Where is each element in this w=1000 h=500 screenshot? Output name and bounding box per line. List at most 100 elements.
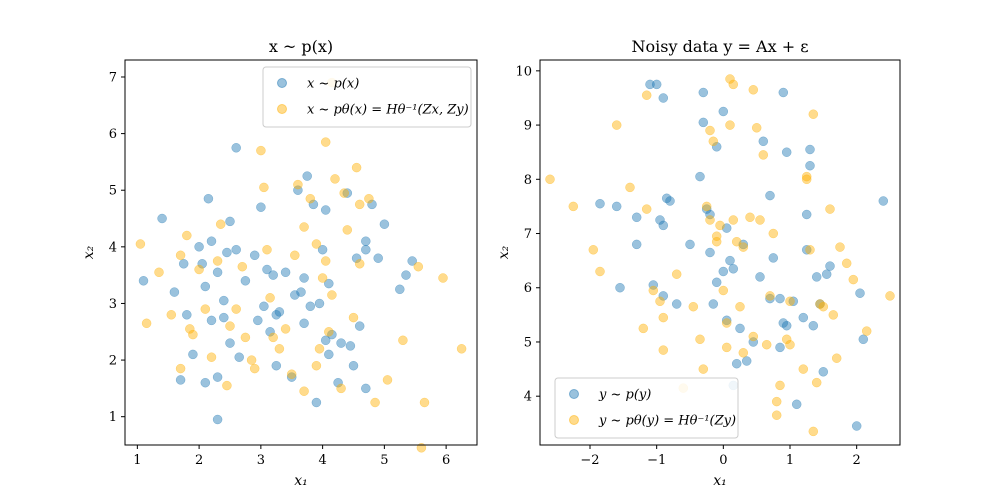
data-point [731, 236, 742, 247]
data-point [568, 201, 579, 212]
data-point [135, 239, 146, 249]
data-point [373, 253, 383, 263]
y-tick-label: 10 [515, 64, 532, 79]
data-point [361, 236, 371, 246]
data-point [342, 188, 353, 198]
data-point [169, 287, 180, 297]
data-point [157, 213, 167, 224]
panel-2: −2 −1 0 1 2 4 5 6 7 8 9 10 x₁ x₂ Noisy data y = Ax + ε… [496, 37, 901, 489]
data-point [212, 414, 223, 425]
data-point [801, 174, 812, 185]
y-tick-label: 8 [524, 173, 532, 188]
data-point [361, 244, 371, 255]
data-point [711, 236, 722, 247]
y-tick-label: 6 [524, 281, 532, 296]
series-blue [138, 143, 417, 425]
data-point [274, 344, 285, 354]
data-point [728, 264, 739, 274]
data-point [262, 264, 272, 275]
y-tick-label: 4 [109, 240, 117, 255]
data-point [738, 348, 749, 358]
data-point [188, 349, 198, 360]
data-point [775, 342, 785, 353]
data-point [761, 339, 772, 350]
x-tick-label: 0 [719, 453, 727, 468]
x-axis-label: x₁ [713, 473, 727, 489]
data-point [398, 335, 408, 346]
data-point [194, 242, 204, 252]
data-point [748, 85, 759, 95]
data-point [805, 144, 815, 155]
legend-marker [277, 78, 287, 88]
data-point [178, 259, 189, 269]
data-point [259, 182, 269, 193]
y-tick-label: 2 [109, 354, 117, 369]
data-point [805, 245, 815, 255]
data-point [798, 364, 809, 374]
data-point [768, 253, 779, 263]
data-point [728, 79, 739, 90]
legend: x ~ p(x) x ~ pθ(x) = Hθ⁻¹(Zx, Zy) [262, 66, 472, 128]
data-point [765, 293, 775, 304]
y-tick-label: 6 [109, 127, 117, 142]
data-point [798, 312, 809, 323]
y-tick-label: 5 [524, 335, 532, 350]
data-point [197, 259, 207, 269]
x-tick-label: 6 [442, 453, 450, 468]
data-point [419, 397, 430, 408]
data-point [825, 261, 835, 271]
data-point [348, 312, 359, 323]
data-point [314, 344, 325, 354]
data-point [671, 269, 682, 279]
data-point [755, 272, 765, 282]
data-point [336, 383, 346, 394]
legend-label: x ~ p(x) [307, 77, 359, 92]
y-tick-label: 1 [109, 410, 117, 425]
data-point [253, 315, 263, 326]
data-point [705, 247, 715, 258]
data-point [698, 117, 709, 128]
data-point [741, 356, 752, 366]
data-point [166, 310, 177, 320]
data-point [182, 230, 192, 241]
data-point [268, 270, 278, 280]
data-point [715, 220, 725, 231]
data-point [175, 375, 186, 385]
data-point [271, 360, 282, 371]
data-point [595, 198, 605, 209]
data-point [625, 182, 635, 193]
data-point [274, 307, 285, 317]
data-point [361, 383, 371, 394]
data-point [721, 318, 732, 328]
data-point [801, 245, 812, 255]
data-point [175, 363, 186, 374]
data-point [745, 212, 755, 223]
data-point [302, 171, 312, 181]
data-point [725, 74, 735, 84]
data-point [821, 269, 832, 279]
data-point [200, 304, 211, 314]
data-point [370, 397, 380, 408]
data-point [648, 285, 659, 296]
data-point [641, 204, 652, 214]
data-point [831, 353, 842, 363]
data-point [861, 326, 872, 336]
data-point [708, 136, 719, 147]
data-point [708, 299, 719, 309]
data-point [225, 216, 235, 227]
data-point [231, 143, 241, 153]
data-point [367, 199, 377, 210]
x-tick-label: 2 [853, 453, 861, 468]
data-point [188, 329, 198, 340]
data-point [212, 267, 223, 278]
data-point [655, 215, 665, 225]
data-point [808, 109, 819, 119]
data-point [212, 372, 223, 382]
x-tick-label: 1 [786, 453, 794, 468]
data-point [206, 236, 217, 246]
legend-box [554, 377, 739, 439]
data-point [545, 174, 555, 185]
data-point [695, 334, 705, 345]
data-point [728, 215, 739, 225]
